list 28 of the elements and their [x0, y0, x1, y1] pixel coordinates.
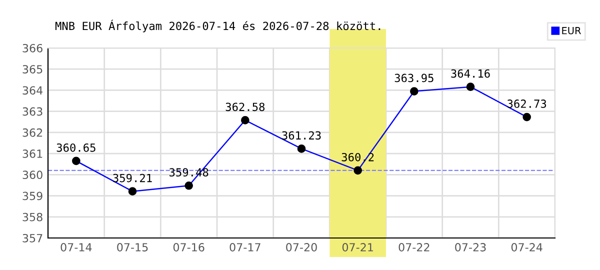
legend-label: EUR	[562, 27, 581, 34]
data-label: 363.95	[394, 74, 434, 82]
data-label: 362.73	[508, 100, 546, 108]
y-tick-label: 364	[22, 86, 43, 95]
y-tick-label: 358	[22, 212, 42, 222]
y-tick-label: 366	[22, 44, 42, 52]
x-tick-label: 07-22	[398, 243, 430, 252]
chart-title: MNB EUR Árfolyam 2026-07-14 és 2026-07-28 között.	[55, 20, 380, 32]
x-tick-label: 07-24	[511, 243, 542, 252]
x-tick-label: 07-17	[230, 243, 260, 252]
y-tick-label: 359	[22, 192, 42, 200]
y-tick-label: 361	[22, 150, 42, 158]
x-tick-label: 07-23	[455, 243, 486, 252]
y-tick-label: 360	[22, 170, 42, 180]
y-tick-label: 363	[22, 107, 42, 116]
y-tick-label: 362	[22, 128, 42, 137]
data-label: 360.65	[56, 143, 96, 152]
data-label: 361.23	[282, 131, 321, 140]
x-tick-label: 07-16	[173, 243, 204, 252]
data-label: 362.58	[226, 102, 265, 112]
y-tick-label: 365	[22, 65, 42, 74]
x-tick-label: 07-21	[342, 243, 373, 252]
x-tick-label: 07-14	[60, 243, 92, 252]
data-label: 364.16	[451, 69, 490, 78]
x-tick-label: 07-15	[117, 243, 148, 252]
x-tick-label: 07-20	[286, 243, 317, 252]
y-tick-label: 357	[22, 234, 42, 242]
data-label: 359.21	[113, 174, 152, 182]
